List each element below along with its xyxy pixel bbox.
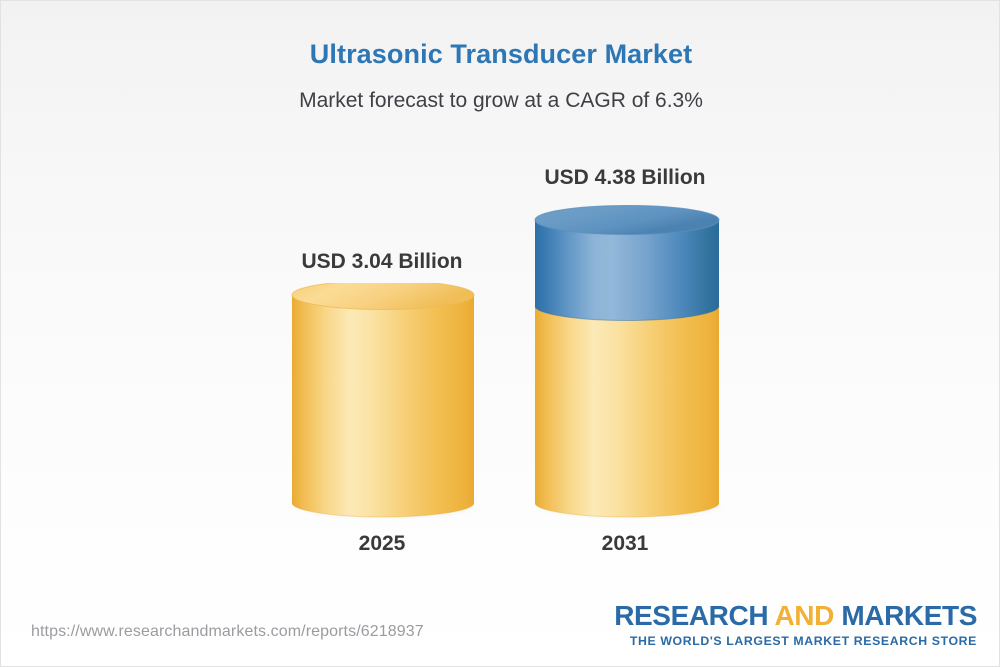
logo-word-markets: MARKETS [841,600,977,631]
bar-value-label-2031: USD 4.38 Billion [544,166,706,189]
bar-category-label-2031: 2031 [601,532,649,555]
plot-area: USD 3.04 Billion [1,1,999,601]
logo-word-research: RESEARCH [614,600,769,631]
logo[interactable]: RESEARCH AND MARKETS THE WORLD'S LARGEST… [614,602,977,648]
bar-cylinder-2025[interactable] [287,283,482,521]
bar-cylinder-2031[interactable] [529,200,727,521]
logo-wordmark: RESEARCH AND MARKETS [614,602,977,630]
bar-value-label-2025: USD 3.04 Billion [301,250,463,273]
bar-category-label-2025: 2025 [358,532,406,555]
chart-subtitle: Market forecast to grow at a CAGR of 6.3… [299,89,703,112]
source-url[interactable]: https://www.researchandmarkets.com/repor… [31,623,424,640]
logo-word-and: AND [774,600,834,631]
logo-tagline: THE WORLD'S LARGEST MARKET RESEARCH STOR… [629,634,977,648]
chart-title: Ultrasonic Transducer Market [309,39,693,69]
